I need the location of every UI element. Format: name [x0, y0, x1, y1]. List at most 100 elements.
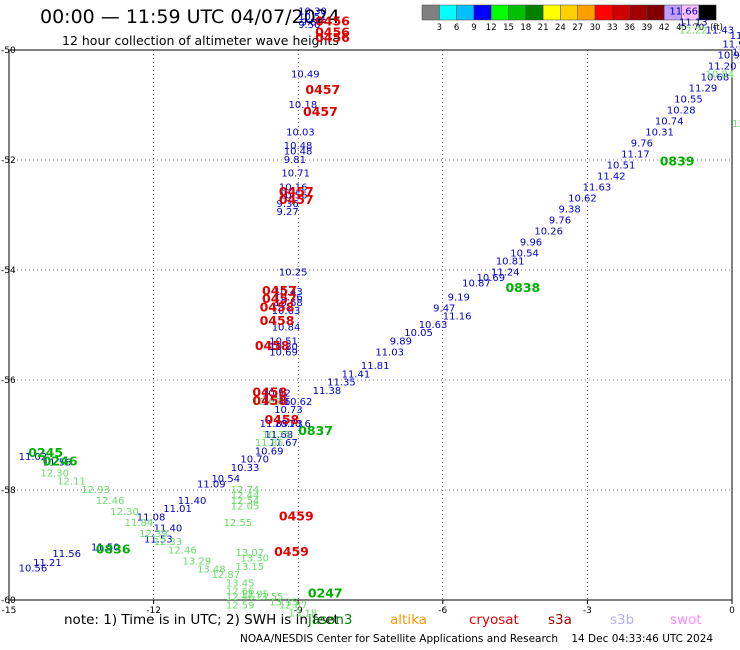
- y-tick-label: -58: [1, 486, 16, 496]
- wave-height-label: 12.54: [231, 496, 260, 507]
- legend-swatch: [439, 4, 457, 21]
- pass-time-label: 0456: [315, 13, 350, 28]
- wave-height-label: 12.46: [226, 592, 255, 603]
- y-tick-label: -52: [1, 156, 16, 166]
- wave-height-label: 13.30: [240, 554, 269, 565]
- pass-time-label: 0837: [298, 423, 333, 438]
- wave-height-label: 10.91: [718, 50, 740, 61]
- wave-height-label: 9.50: [298, 20, 320, 31]
- wave-height-label: 11.17: [621, 149, 650, 160]
- pass-time-label: 0459: [274, 544, 309, 559]
- pass-time-label: 0456: [315, 30, 350, 45]
- wave-height-label: 9.19: [448, 292, 470, 303]
- wave-height-label: 12.74: [231, 485, 260, 496]
- wave-height-label: 11.84: [125, 518, 154, 529]
- y-tick-label: -54: [1, 266, 16, 276]
- pass-time-label: 0838: [505, 280, 540, 295]
- wave-height-label: 13.55: [255, 592, 284, 603]
- wave-height-label: 9.38: [558, 204, 580, 215]
- wave-height-label: 10.56: [279, 191, 308, 202]
- legend-label: 21: [538, 23, 549, 33]
- wave-height-label: 12.59: [226, 600, 255, 611]
- wave-height-label: 10.48: [284, 141, 313, 152]
- legend-label: 18: [520, 23, 531, 33]
- color-legend: 3 6 9 12 15 18 21 24 27 30 33 36 39 42 45 70 (ft): [421, 4, 723, 33]
- wave-height-label: 13.45: [226, 578, 255, 589]
- wave-height-label: 11.50: [91, 543, 120, 554]
- pass-time-label: 0458: [255, 338, 290, 353]
- wave-height-label: 12.30: [110, 507, 139, 518]
- wave-height-label: 9.80: [301, 17, 323, 28]
- wave-height-label: 11.53: [144, 534, 173, 545]
- wave-height-label: 10.51: [269, 336, 298, 347]
- x-tick-label: -15: [2, 606, 17, 616]
- wave-height-label: 13.15: [269, 598, 298, 609]
- wave-height-label: 12.46: [168, 545, 197, 556]
- wave-height-label: 9.76: [631, 138, 653, 149]
- pass-time-label: 0458: [252, 385, 287, 400]
- wave-height-label: 12.63: [252, 397, 281, 408]
- wave-height-label: 10.87: [462, 279, 491, 290]
- legend-swatch: [594, 4, 613, 21]
- wave-height-label: 10.69: [269, 347, 298, 358]
- data-labels: 10.5611.2111.5611.5011.5311.4011.0111.40…: [19, 6, 740, 619]
- wave-height-label: 10.62: [284, 397, 313, 408]
- x-tick-label: -6: [438, 606, 447, 616]
- wave-height-label: 10.73: [274, 405, 303, 416]
- satellite-altika: altika: [390, 612, 427, 628]
- wave-height-label: 12.66: [226, 587, 255, 598]
- wave-height-label: 11.56: [52, 549, 81, 560]
- legend-swatch: [473, 4, 492, 21]
- legend-label: 27: [572, 23, 583, 33]
- wave-height-label: 13.29: [183, 556, 212, 567]
- legend-swatch: [456, 4, 475, 21]
- wave-height-label: 10.6: [289, 419, 311, 430]
- wave-height-label: 12.87: [211, 570, 240, 581]
- wave-height-label: 12.87: [279, 600, 308, 611]
- pass-time-label: 0458: [252, 393, 287, 408]
- wave-height-label: 9.36: [277, 199, 299, 210]
- wave-height-label: 13.48: [197, 565, 226, 576]
- legend-swatch: [577, 4, 596, 21]
- wave-height-label: 12.11: [57, 477, 86, 488]
- wave-height-label: 10.03: [286, 127, 315, 138]
- wave-height-label: 10.56: [19, 563, 48, 574]
- wave-height-label: 10.84: [272, 323, 301, 334]
- wave-height-label: 11.29: [689, 83, 718, 94]
- wave-height-label: 10.54: [510, 248, 539, 259]
- wave-height-label: 11.48: [730, 31, 740, 42]
- pass-time-label: 0457: [303, 104, 338, 119]
- legend-swatch: [629, 4, 648, 21]
- x-tick-label: 0: [729, 606, 735, 616]
- wave-height-label: 11.20: [708, 61, 737, 72]
- legend-swatch: [421, 4, 440, 21]
- wave-height-label: 11.40: [154, 523, 183, 534]
- wave-height-label: 12.93: [81, 485, 110, 496]
- wave-height-label: 10.63: [272, 306, 301, 317]
- x-tick-label: -12: [146, 606, 161, 616]
- pass-time-label: 0457: [305, 82, 340, 97]
- x-tick-label: -9: [294, 606, 303, 616]
- wave-height-label: 10.26: [274, 292, 303, 303]
- grid: [9, 50, 732, 600]
- pass-time-label: 0836: [96, 541, 131, 556]
- wave-height-label: 11.85: [255, 438, 284, 449]
- pass-time-label: 0457: [262, 283, 297, 298]
- wave-height-label: 10.48: [284, 147, 313, 158]
- wave-height-label: 12.44: [231, 490, 260, 501]
- y-tick-label: -56: [1, 376, 16, 386]
- pass-time-label: 0458: [264, 412, 299, 427]
- wave-height-label: 12.33: [154, 537, 183, 548]
- wave-height-label: 11.41: [342, 369, 371, 380]
- wave-height-label: 9.89: [390, 336, 412, 347]
- wave-height-label: 10.70: [240, 455, 269, 466]
- pass-time-label: 0457: [262, 291, 297, 306]
- wave-height-label: 10.31: [645, 127, 674, 138]
- legend-label: 12: [486, 23, 497, 33]
- legend-swatch: [542, 4, 561, 21]
- wave-height-label: 9.27: [277, 207, 299, 218]
- wave-height-label: 11.13: [679, 17, 708, 28]
- wave-height-label: 10.26: [534, 226, 563, 237]
- legend-swatch: [525, 4, 544, 21]
